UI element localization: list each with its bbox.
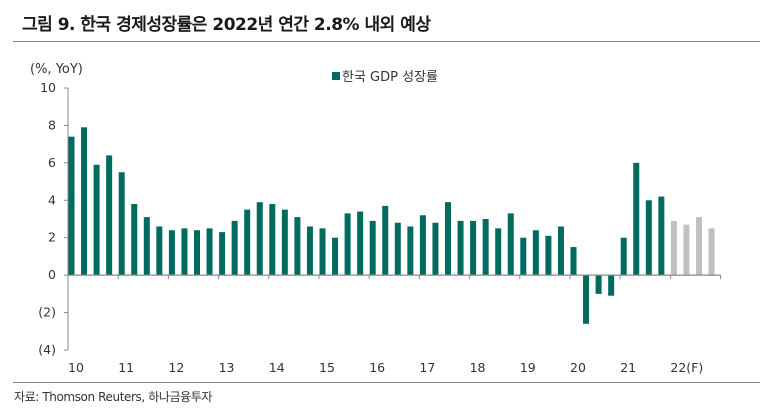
data-bar (118, 172, 125, 276)
data-bar (294, 217, 301, 276)
data-bar (495, 228, 502, 276)
y-tick-label: 2 (48, 230, 56, 245)
data-bar (520, 237, 527, 276)
data-bar (570, 247, 577, 276)
data-bar (194, 230, 200, 276)
data-bar (369, 220, 376, 276)
bottom-divider (13, 382, 760, 383)
data-bar (106, 155, 113, 276)
data-bar (407, 226, 414, 276)
top-divider (13, 41, 760, 42)
x-tick-label: 12 (168, 360, 184, 375)
y-tick-label: 8 (48, 117, 56, 132)
data-bar (394, 222, 401, 276)
x-tick-label: 14 (269, 360, 285, 375)
legend: 한국 GDP 성장률 (332, 66, 438, 85)
data-bar (532, 230, 539, 276)
x-tick-label: 19 (520, 360, 536, 375)
x-tick-label: 20 (570, 360, 586, 375)
data-bar (269, 204, 276, 276)
data-bar (131, 204, 138, 276)
data-bar (156, 226, 163, 276)
y-tick-label: 10 (40, 80, 56, 95)
data-bar (633, 162, 640, 276)
data-bar (658, 196, 665, 276)
y-tick-label: 4 (48, 192, 56, 207)
source-note: 자료: Thomson Reuters, 하나금융투자 (14, 390, 213, 404)
x-tick-label: 17 (419, 360, 435, 375)
data-bar (143, 217, 150, 276)
x-tick-label: 15 (319, 360, 335, 375)
forecast-bar (670, 220, 677, 276)
data-bar (470, 220, 477, 276)
x-tick-label: 21 (620, 360, 636, 375)
x-tick-label: 11 (118, 360, 134, 375)
x-tick-label: 16 (369, 360, 385, 375)
data-bar (645, 200, 652, 276)
data-bar (482, 219, 489, 276)
y-tick-label: 6 (48, 155, 56, 170)
data-bar (608, 275, 615, 296)
data-bar (382, 205, 389, 276)
x-tick-label: 18 (470, 360, 486, 375)
data-bar (231, 220, 238, 276)
data-bar (244, 209, 251, 276)
x-tick-label: 13 (219, 360, 235, 375)
data-bar (256, 202, 263, 276)
data-bar (620, 237, 627, 276)
x-tick-label: 22(F) (670, 360, 703, 375)
legend-label: 한국 GDP 성장률 (342, 70, 438, 85)
chart-title: 그림 9. 한국 경제성장률은 2022년 연간 2.8% 내외 예상 (22, 15, 431, 35)
y-axis-unit-label: (%, YoY) (30, 62, 83, 77)
data-bar (507, 213, 514, 276)
data-bar (557, 226, 564, 276)
data-bar (332, 237, 339, 276)
y-tick-label: 0 (48, 267, 56, 282)
data-bar (319, 228, 326, 276)
data-bar (68, 136, 75, 276)
data-bar (181, 228, 188, 276)
forecast-bar (708, 228, 715, 276)
data-bar (93, 164, 100, 276)
data-bar (281, 209, 288, 276)
x-tick-label: 10 (68, 360, 84, 375)
data-bar (445, 202, 451, 276)
data-bar (168, 230, 175, 276)
data-bar (432, 222, 439, 276)
data-bar (206, 228, 213, 276)
data-bar (595, 275, 602, 294)
y-tick-label: (2) (38, 305, 56, 320)
data-bar (81, 127, 88, 276)
data-bar (344, 213, 351, 276)
forecast-bar (683, 224, 690, 276)
data-bar (545, 235, 552, 276)
data-bar (357, 211, 364, 276)
data-bar (457, 220, 464, 276)
data-bar (583, 275, 590, 324)
y-tick-label: (4) (38, 342, 56, 357)
legend-swatch (332, 71, 340, 80)
data-bar (419, 215, 426, 276)
data-bar (306, 226, 313, 276)
data-bar (219, 232, 226, 276)
forecast-bar (696, 217, 702, 276)
